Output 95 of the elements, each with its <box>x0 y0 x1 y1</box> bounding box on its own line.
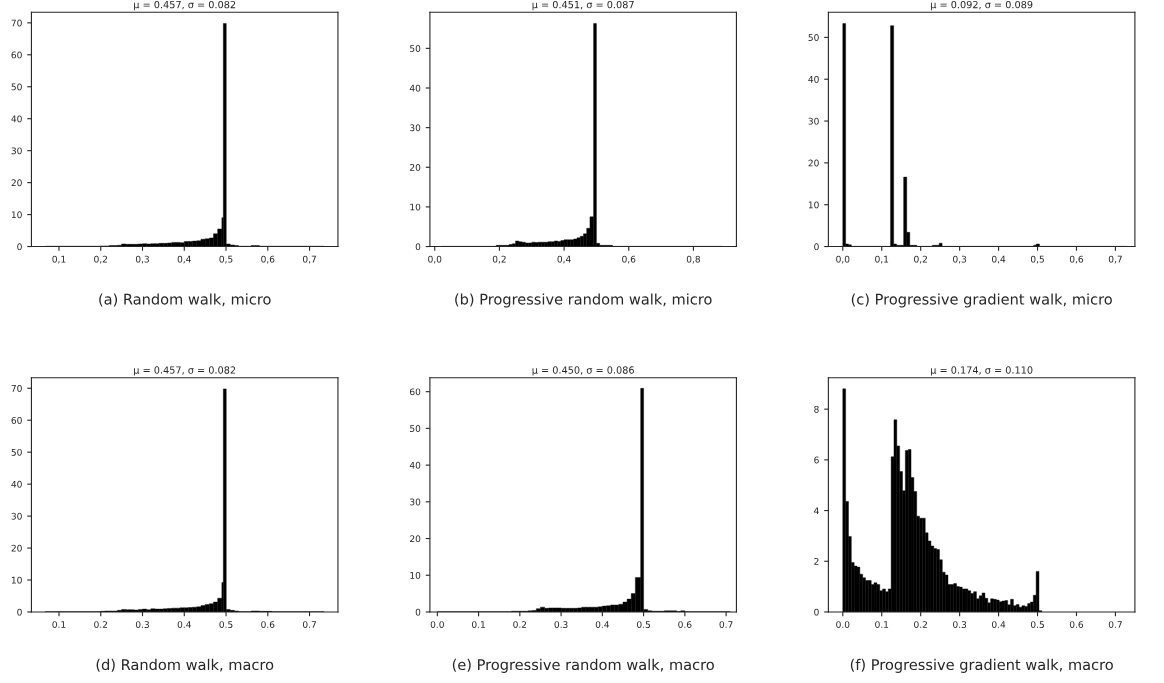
x-tick-label: 0.4 <box>177 621 191 628</box>
x-tick-label: 0.4 <box>595 621 610 628</box>
y-tick-label: 60 <box>11 416 22 424</box>
x-tick-label: 0.1 <box>875 621 889 628</box>
x-tick-label: 0.3 <box>554 621 568 628</box>
x-tick-label: 0,0 <box>836 255 850 264</box>
text: (b) Progressive random walk, micro <box>455 293 712 308</box>
chart-title: μ = 0.457, σ = 0.082 <box>134 366 236 376</box>
y-tick-label: 10 <box>11 576 22 584</box>
y-tick-label: 50 <box>11 83 22 91</box>
y-tick-label: 30 <box>410 498 421 506</box>
chart-title: μ = 0.450, σ = 0.086 <box>532 366 634 376</box>
y-tick-label: 0 <box>814 243 819 251</box>
x-tick-label: 0.0 <box>430 621 444 628</box>
text: (d) Random walk, macro <box>96 658 274 672</box>
x-tick-label: 0.5 <box>219 621 233 628</box>
y-tick-label: 60 <box>11 51 22 59</box>
x-tick-label: 0,8 <box>686 255 700 264</box>
y-tick-label: 40 <box>11 115 22 123</box>
x-tick-label: 0.6 <box>1069 621 1084 628</box>
x-tick-label: 0.5 <box>637 621 650 628</box>
x-tick-label: 0.5 <box>1030 621 1044 628</box>
x-tick-label: 0.7 <box>1108 621 1122 628</box>
text: (a) Random walk, micro <box>99 293 271 307</box>
y-tick-label: 10 <box>11 211 22 219</box>
text: (c) Progressive gradient walk, micro <box>851 293 1112 308</box>
y-tick-label: 0 <box>415 608 421 616</box>
y-tick-label: 20 <box>410 164 421 171</box>
text: (f) Progressive gradient walk, macro <box>850 658 1113 673</box>
y-tick-label: 20 <box>808 159 819 167</box>
x-tick-label: 0,2 <box>914 255 927 264</box>
x-tick-label: 0,3 <box>135 255 149 264</box>
y-tick-label: 20 <box>11 179 22 187</box>
y-tick-label: 40 <box>808 75 819 83</box>
x-tick-label: 0,2 <box>492 255 506 264</box>
y-tick-label: 4 <box>814 507 819 514</box>
x-tick-label: 0.7 <box>302 621 316 628</box>
y-tick-label: 20 <box>11 544 22 552</box>
x-tick-label: 0.4 <box>992 621 1006 628</box>
x-tick-label: 0,0 <box>428 255 442 264</box>
x-tick-label: 0,5 <box>1030 255 1044 264</box>
x-tick-label: 0.1 <box>472 621 485 628</box>
y-tick-label: 0 <box>17 608 22 616</box>
y-tick-label: 70 <box>11 19 22 27</box>
y-tick-label: 10 <box>808 201 819 209</box>
y-tick-label: 2 <box>814 557 819 565</box>
chart-title: μ = 0.174, σ = 0.110 <box>931 366 1033 376</box>
x-tick-label: 0,6 <box>1069 255 1084 264</box>
x-tick-label: 0.7 <box>719 621 733 628</box>
x-tick-label: 0,5 <box>219 255 233 264</box>
x-tick-label: 0.6 <box>261 621 275 628</box>
y-tick-label: 10 <box>410 203 421 211</box>
y-tick-label: 20 <box>410 535 421 543</box>
x-tick-label: 0,3 <box>953 255 967 264</box>
x-tick-label: 0,6 <box>622 255 636 264</box>
x-tick-label: 0,7 <box>302 255 316 264</box>
y-tick-label: 30 <box>410 124 421 132</box>
x-tick-label: 0,7 <box>1108 255 1122 264</box>
y-tick-label: 0 <box>814 608 819 616</box>
x-tick-label: 0,4 <box>557 255 571 264</box>
x-tick-label: 0,1 <box>52 255 66 264</box>
x-tick-label: 0.0 <box>836 621 850 628</box>
x-tick-label: 0.2 <box>513 621 527 628</box>
y-tick-label: 0 <box>17 243 22 251</box>
y-tick-label: 30 <box>808 117 819 125</box>
y-tick-label: 60 <box>410 388 421 396</box>
x-tick-label: 0.1 <box>52 621 66 628</box>
x-tick-label: 0.3 <box>953 621 967 628</box>
y-tick-label: 50 <box>808 34 819 41</box>
x-tick-label: 0,2 <box>94 255 108 264</box>
x-tick-label: 0,4 <box>992 255 1006 264</box>
x-tick-label: 0.2 <box>94 621 108 628</box>
y-tick-label: 50 <box>410 425 421 432</box>
x-tick-label: 0,4 <box>177 255 191 264</box>
x-tick-label: 0.2 <box>914 621 927 628</box>
y-tick-label: 50 <box>410 45 421 52</box>
y-tick-label: 30 <box>11 512 22 520</box>
x-tick-label: 0.3 <box>135 621 149 628</box>
y-tick-label: 40 <box>409 84 421 92</box>
y-tick-label: 30 <box>11 147 22 155</box>
chart-title: μ = 0.451, σ = 0.087 <box>532 0 634 11</box>
x-tick-label: 0,1 <box>875 255 889 264</box>
chart-title: μ = 0.092, σ = 0.089 <box>931 0 1033 11</box>
y-tick-label: 10 <box>410 571 421 579</box>
chart-title: μ = 0.457, σ = 0.082 <box>134 0 236 11</box>
y-tick-label: 6 <box>814 456 819 464</box>
x-tick-label: 0.6 <box>678 621 692 628</box>
y-tick-label: 40 <box>11 480 22 488</box>
x-tick-label: 0,6 <box>261 255 275 264</box>
text: (e) Progressive random walk, macro <box>452 658 714 673</box>
y-tick-label: 50 <box>11 448 22 456</box>
y-tick-label: 8 <box>814 405 819 413</box>
y-tick-label: 0 <box>415 243 421 251</box>
y-tick-label: 70 <box>11 385 22 392</box>
y-tick-label: 40 <box>409 461 421 469</box>
